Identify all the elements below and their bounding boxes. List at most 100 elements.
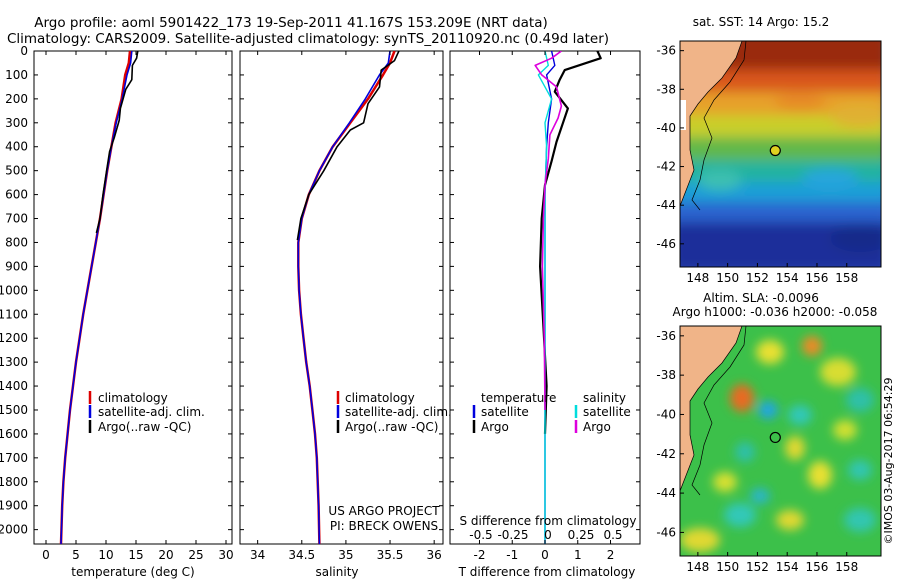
s-tick-label: 0	[544, 528, 552, 542]
depth-tick-label: 1600	[0, 427, 28, 441]
s-tick-label: 0.5	[603, 528, 622, 542]
depth-tick-label: 500	[5, 164, 28, 178]
depth-tick-label: 2000	[0, 523, 28, 537]
x-tick-label: 30	[218, 548, 233, 562]
map-x-tick-label: 158	[835, 560, 858, 574]
sla-map-image	[680, 326, 881, 556]
map-x-tick-label: 156	[806, 271, 829, 285]
sla-land-mass	[680, 326, 743, 492]
s-tick-label: -0.25	[497, 528, 528, 542]
map-y-tick-label: -40	[656, 121, 676, 135]
x-tick-label: 15	[128, 548, 143, 562]
depth-tick-label: 1100	[0, 307, 28, 321]
sla-map-title-line-2: Argo h1000: -0.036 h2000: -0.058	[673, 305, 878, 319]
map-y-tick-label: -38	[656, 82, 676, 96]
depth-tick-label: 300	[5, 116, 28, 130]
salinity-lines	[240, 51, 443, 544]
map-y-tick-label: -42	[656, 160, 676, 174]
sla-map-title-line-1: Altim. SLA: -0.0096	[703, 291, 819, 305]
figure-title-line-2: Climatology: CARS2009. Satellite-adjuste…	[7, 31, 609, 47]
map-y-tick-label: -46	[656, 237, 676, 251]
legend-label-t-satellite: satellite	[481, 405, 529, 419]
s-difference-axis-label: S difference from climatology	[460, 514, 637, 528]
difference-x-ticks: -2 -1 0 1 2	[473, 51, 614, 562]
sst-x-ticks: 148 150 152 154 156 158	[686, 263, 858, 285]
x-tick-label: 5	[72, 548, 80, 562]
sst-map-panel: sat. SST: 14 Argo: 15.2	[656, 15, 882, 285]
x-tick-label: 35.5	[377, 548, 404, 562]
difference-lines	[450, 51, 640, 544]
map-x-tick-label: 152	[746, 560, 769, 574]
x-tick-label: 35	[338, 548, 353, 562]
map-y-tick-label: -36	[656, 329, 676, 343]
legend-label-climatology: climatology	[345, 391, 415, 405]
s-tick-label: -0.5	[469, 528, 492, 542]
depth-tick-label: 1200	[0, 331, 28, 345]
x-tick-label: 20	[158, 548, 173, 562]
depth-tick-label: 200	[5, 92, 28, 106]
copyright-stamp: ©IMOS 03-Aug-2017 06:54:29	[882, 378, 895, 545]
salinity-plot-frame	[239, 50, 444, 545]
map-x-tick-label: 148	[686, 271, 709, 285]
project-annotation: US ARGO PROJECT	[328, 504, 440, 518]
map-y-tick-label: -40	[656, 407, 676, 421]
depth-tick-label: 600	[5, 188, 28, 202]
depth-tick-label: 1400	[0, 379, 28, 393]
sst-map-frame	[679, 40, 882, 268]
salinity-legend: climatology satellite-adj. clim. Argo(..…	[336, 391, 452, 434]
legend-title-salinity: salinity	[583, 391, 626, 405]
sla-shelf-contour	[691, 326, 747, 496]
pi-annotation: PI: BRECK OWENS	[330, 519, 438, 533]
difference-panel: -2 -1 0 1 2 T difference from climatology S …	[449, 50, 641, 579]
s-difference-tick-labels: -0.5 -0.25 0 0.25 0.5	[469, 528, 622, 542]
sst-map-image	[680, 41, 881, 267]
legend-label-argo: Argo(..raw -QC)	[345, 420, 438, 434]
depth-tick-label: 1900	[0, 499, 28, 513]
x-tick-label: -2	[473, 548, 485, 562]
sla-map-panel: Altim. SLA: -0.0096 Argo h1000: -0.036 h…	[656, 291, 882, 574]
depth-tick-label: 0	[20, 44, 28, 58]
legend-label-satellite: satellite-adj. clim.	[345, 405, 452, 419]
salinity-x-label: salinity	[315, 565, 358, 579]
map-y-tick-label: -44	[656, 486, 676, 500]
difference-legend: temperature salinity satellite Argo sate…	[472, 391, 631, 434]
x-tick-label: 10	[98, 548, 113, 562]
temperature-plot-frame	[33, 50, 233, 545]
map-y-tick-label: -44	[656, 198, 676, 212]
x-tick-label: 34.5	[288, 548, 315, 562]
map-x-tick-label: 152	[746, 271, 769, 285]
legend-label-t-argo: Argo	[481, 420, 509, 434]
series-line-s-argo	[534, 51, 563, 411]
map-y-tick-label: -46	[656, 525, 676, 539]
temperature-x-label: temperature (deg C)	[71, 565, 194, 579]
difference-x-label: T difference from climatology	[458, 565, 636, 579]
sst-land-mass	[680, 41, 743, 207]
depth-tick-label: 1800	[0, 475, 28, 489]
series-line-t-argo	[538, 51, 602, 434]
depth-tick-label: 400	[5, 140, 28, 154]
sla-map-frame	[679, 325, 882, 557]
map-y-tick-label: -42	[656, 447, 676, 461]
sst-shelf-contour	[691, 41, 747, 211]
legend-label-argo: Argo(..raw -QC)	[98, 420, 191, 434]
depth-tick-label: 700	[5, 212, 28, 226]
depth-axis-labels: 0 100 200 300 400 500 600 700 800 900 1000 1100 1200…	[0, 44, 28, 537]
series-line-argo	[95, 51, 139, 234]
legend-label-s-argo: Argo	[583, 420, 611, 434]
map-x-tick-label: 156	[806, 560, 829, 574]
legend-label-s-satellite: satellite	[583, 405, 631, 419]
depth-tick-label: 1700	[0, 451, 28, 465]
map-x-tick-label: 150	[716, 271, 739, 285]
map-x-tick-label: 154	[776, 271, 799, 285]
temperature-lines	[34, 51, 232, 544]
argo-location-marker	[769, 431, 781, 444]
depth-tick-label: 1000	[0, 283, 28, 297]
map-x-tick-label: 154	[776, 560, 799, 574]
salinity-x-ticks: 34 34.5 35 35.5 36	[250, 51, 442, 562]
sla-y-ticks: -36 -38 -40 -42 -44 -46	[656, 329, 684, 539]
temperature-x-ticks: 0 5 10 15 20 25 30	[42, 51, 234, 562]
map-y-tick-label: -38	[656, 368, 676, 382]
map-x-tick-label: 150	[716, 560, 739, 574]
x-tick-label: -1	[506, 548, 518, 562]
